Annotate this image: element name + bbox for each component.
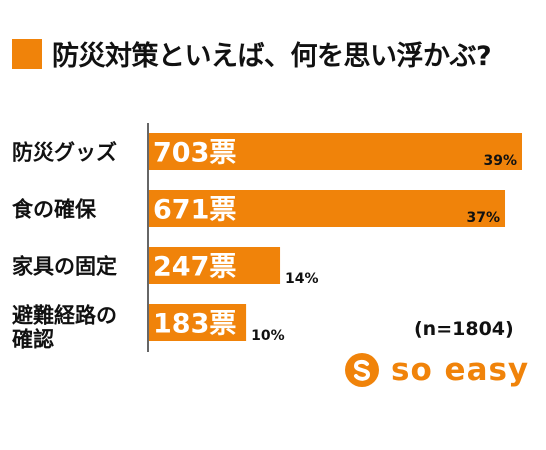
s-circle-icon [345,353,379,387]
so-easy-logo: so easy [345,352,529,388]
bar-value-label: 247票 [153,252,236,283]
category-label: 防災グッズ [12,141,117,165]
bar-value-label: 703票 [153,138,236,169]
bar-value-label: 183票 [153,309,236,340]
category-label: 食の確保 [12,198,97,222]
sample-size-note: (n=1804) [414,318,514,340]
percent-label: 10% [251,328,285,344]
bar-value-label: 671票 [153,195,236,226]
chart-title: 防災対策といえば、何を思い浮かぶ? [12,34,492,73]
category-label: 家具の固定 [12,255,117,279]
title-text: 防災対策といえば、何を思い浮かぶ? [52,41,492,72]
category-label: 避難経路の [12,304,117,328]
title-square-icon [12,38,42,69]
bar [149,133,522,170]
logo-text: so easy [391,352,530,388]
bar [149,304,247,341]
percent-label: 14% [285,271,319,287]
percent-label: 37% [467,210,501,226]
bar [149,247,281,284]
category-label: 確認 [12,328,54,352]
bar [149,190,506,227]
percent-label: 39% [483,153,517,169]
